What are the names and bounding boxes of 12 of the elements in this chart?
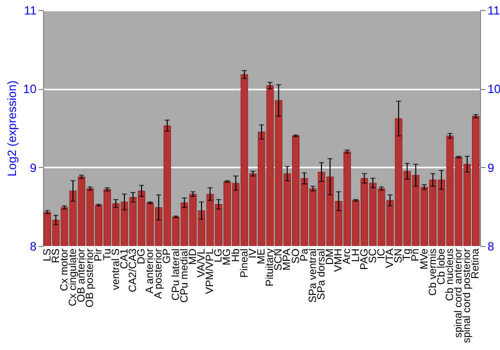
x-tick-label: Retina <box>470 248 482 279</box>
y-tick-label: 11 <box>24 4 37 18</box>
x-tick-label: Tg <box>401 248 414 261</box>
y-axis-title: Log2 (expression) <box>5 80 20 177</box>
y2-tick-label: 8 <box>488 240 494 254</box>
y2-tick-label: 9 <box>488 160 494 175</box>
x-tick-label: RS <box>50 248 62 264</box>
y-tick-label: 10 <box>23 82 37 96</box>
y2-tick-label: 11 <box>488 4 500 18</box>
y-tick-label: 9 <box>30 160 37 175</box>
y2-tick-label: 10 <box>488 82 500 96</box>
y-tick-label: 8 <box>30 240 37 254</box>
